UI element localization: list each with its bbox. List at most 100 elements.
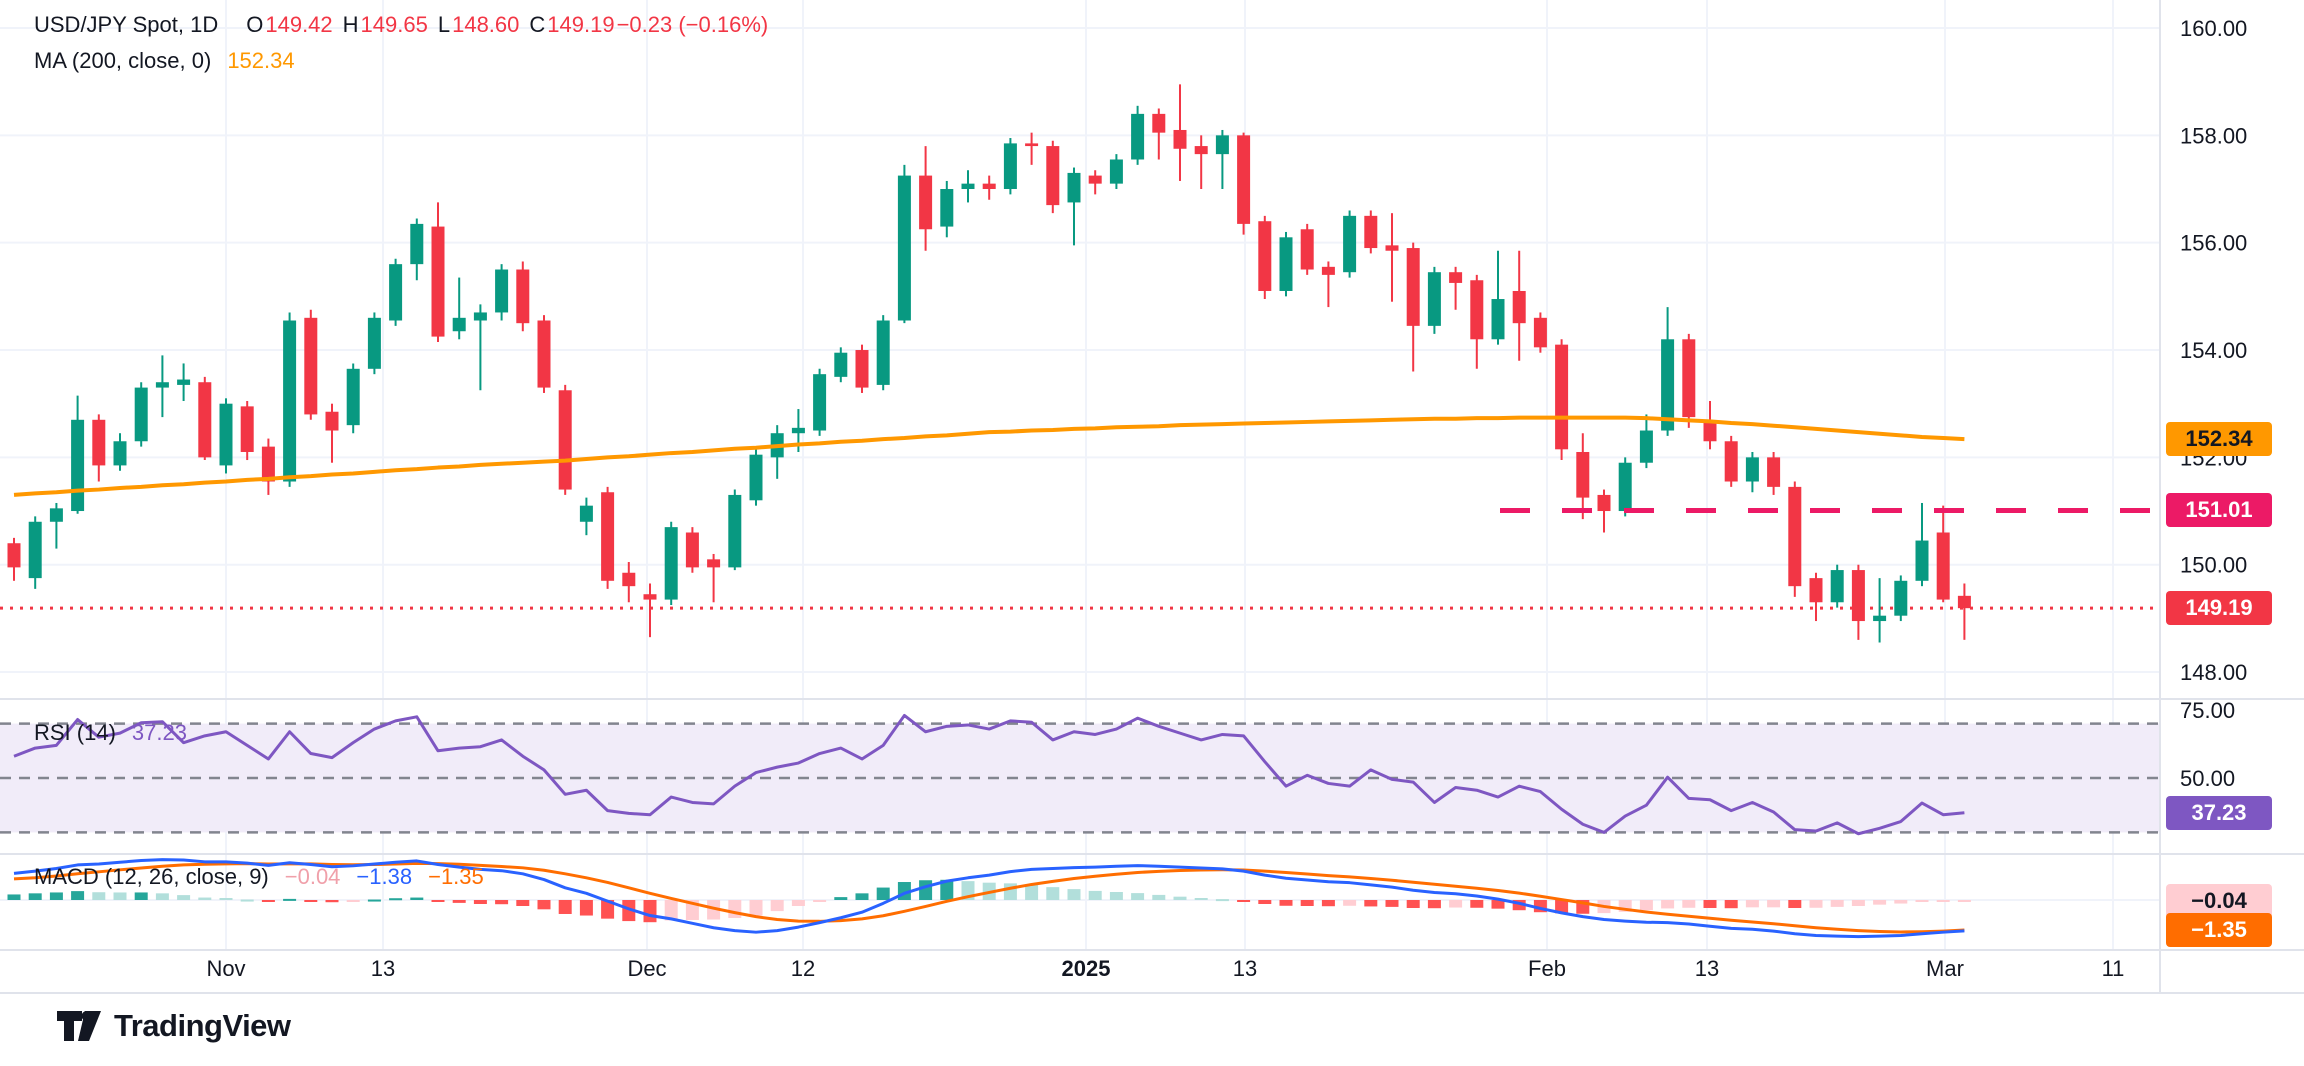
macd-signal-line[interactable]: [13, 861, 1965, 934]
macd-histogram-bar: [1067, 889, 1081, 900]
candle-body: [1682, 339, 1696, 418]
change-value: −0.23 (−0.16%): [616, 12, 769, 37]
gridlines: [0, 0, 2304, 994]
candle-body: [1533, 317, 1547, 348]
time-axis-label[interactable]: 2025: [1062, 956, 1111, 981]
tradingview-logo[interactable]: TradingView: [56, 1008, 291, 1044]
macd-legend[interactable]: MACD (12, 26, close, 9) −0.04 −1.38 −1.3…: [34, 864, 484, 890]
time-axis-label[interactable]: 11: [2102, 956, 2125, 981]
candle-body: [876, 320, 890, 385]
candle-body: [1427, 272, 1441, 326]
macd-histogram-bar: [49, 892, 63, 900]
tradingview-logo-text: TradingView: [114, 1008, 291, 1043]
axis-tick-label: 150.00: [2180, 553, 2247, 578]
time-axis-label[interactable]: Mar: [1926, 956, 1964, 981]
macd-signal-badge: −1.35: [2166, 912, 2272, 947]
macd-histogram-bar: [1618, 900, 1632, 912]
macd-histogram-bar: [1364, 900, 1378, 907]
macd-histogram-bar: [134, 892, 148, 900]
candle-body: [1364, 215, 1378, 249]
symbol-title: USD/JPY Spot, 1D: [34, 12, 219, 37]
ma-legend[interactable]: MA (200, close, 0) 152.34: [34, 48, 295, 74]
candle-body: [1491, 299, 1505, 340]
macd-histogram-bar: [219, 898, 233, 901]
ma-value-text: 152.34: [227, 48, 295, 73]
axes[interactable]: 160.00158.00156.00154.00152.00150.00148.…: [206, 0, 2247, 993]
rsi-pane[interactable]: [0, 713, 2160, 836]
rsi-value-text: 37.23: [131, 720, 187, 745]
macd-histogram-bar: [1343, 900, 1357, 906]
axis-tick-label: 160.00: [2180, 16, 2247, 41]
rsi-legend[interactable]: RSI (14) 37.23: [34, 720, 187, 746]
rsi-line[interactable]: [13, 713, 1965, 836]
macd-pane[interactable]: [0, 858, 2160, 939]
candle-body: [940, 189, 954, 227]
candle-body: [1788, 486, 1802, 587]
macd-histogram-bar: [707, 900, 721, 920]
candle-body: [134, 387, 148, 442]
macd-histogram-bar: [940, 879, 954, 900]
macd-histogram-bar: [749, 900, 763, 916]
macd-histogram-bar: [7, 894, 21, 900]
macd-histogram-bar: [1406, 900, 1420, 908]
ma200-line[interactable]: [13, 415, 1965, 497]
candle-body: [1915, 540, 1929, 581]
candle-body: [707, 559, 721, 568]
candle-body: [664, 527, 678, 600]
macd-histogram-bar: [1046, 887, 1060, 900]
time-axis-label[interactable]: Dec: [627, 956, 666, 981]
candle-body: [685, 532, 699, 568]
candle-body: [1385, 245, 1399, 251]
candle-body: [495, 269, 509, 313]
price-pane[interactable]: [0, 84, 2166, 643]
candle-body: [283, 320, 297, 482]
candle-body: [516, 269, 530, 324]
macd-histogram-bar: [1385, 900, 1399, 907]
candle-body: [410, 223, 424, 265]
candle-body: [1152, 113, 1166, 133]
candle-body: [1003, 143, 1017, 190]
symbol-legend[interactable]: USD/JPY Spot, 1D O 149.42 H 149.65 L 148…: [34, 12, 768, 38]
candle-body: [261, 446, 275, 482]
candle-body: [1851, 570, 1865, 622]
macd-histogram-bar: [1809, 900, 1823, 908]
macd-histogram-bar: [1936, 900, 1950, 902]
candle-body: [1194, 146, 1208, 155]
macd-histogram-bar: [834, 897, 848, 900]
candle-body: [240, 406, 254, 452]
macd-histogram-bar: [516, 900, 530, 906]
macd-histogram-bar: [1555, 900, 1569, 914]
candle-body: [1703, 422, 1717, 442]
macd-label: MACD (12, 26, close, 9): [34, 864, 269, 889]
macd-histogram-bar: [1003, 883, 1017, 900]
macd-histogram-bar: [473, 900, 487, 904]
macd-line[interactable]: [13, 858, 1965, 939]
time-axis-label[interactable]: 12: [791, 956, 815, 981]
candle-body: [452, 317, 466, 332]
macd-histogram-bar: [389, 898, 403, 901]
macd-histogram-bar: [791, 900, 805, 906]
candle-body: [643, 594, 657, 600]
candle-body: [1300, 229, 1314, 270]
candle-body: [1639, 430, 1653, 463]
macd-histogram-bar: [431, 900, 445, 902]
candle-body: [1957, 595, 1971, 609]
time-axis-label[interactable]: Feb: [1528, 956, 1566, 981]
macd-histogram-bar: [1131, 893, 1145, 900]
macd-histogram-bar: [919, 880, 933, 900]
macd-histogram-bar: [1724, 900, 1738, 909]
macd-histogram-bar: [1300, 900, 1314, 906]
time-axis-label[interactable]: 13: [371, 956, 395, 981]
axis-tick-label: 156.00: [2180, 231, 2247, 256]
candle-body: [1088, 175, 1102, 184]
macd-histogram-bar: [1237, 900, 1251, 902]
rsi-value-badge: 37.23: [2166, 795, 2272, 830]
time-axis-label[interactable]: 13: [1233, 956, 1257, 981]
macd-histogram-bar: [1767, 900, 1781, 908]
axis-tick-label: 154.00: [2180, 338, 2247, 363]
low-label: L: [437, 12, 451, 37]
candle-body: [1109, 159, 1123, 184]
time-axis-label[interactable]: 13: [1695, 956, 1719, 981]
time-axis-label[interactable]: Nov: [206, 956, 245, 981]
